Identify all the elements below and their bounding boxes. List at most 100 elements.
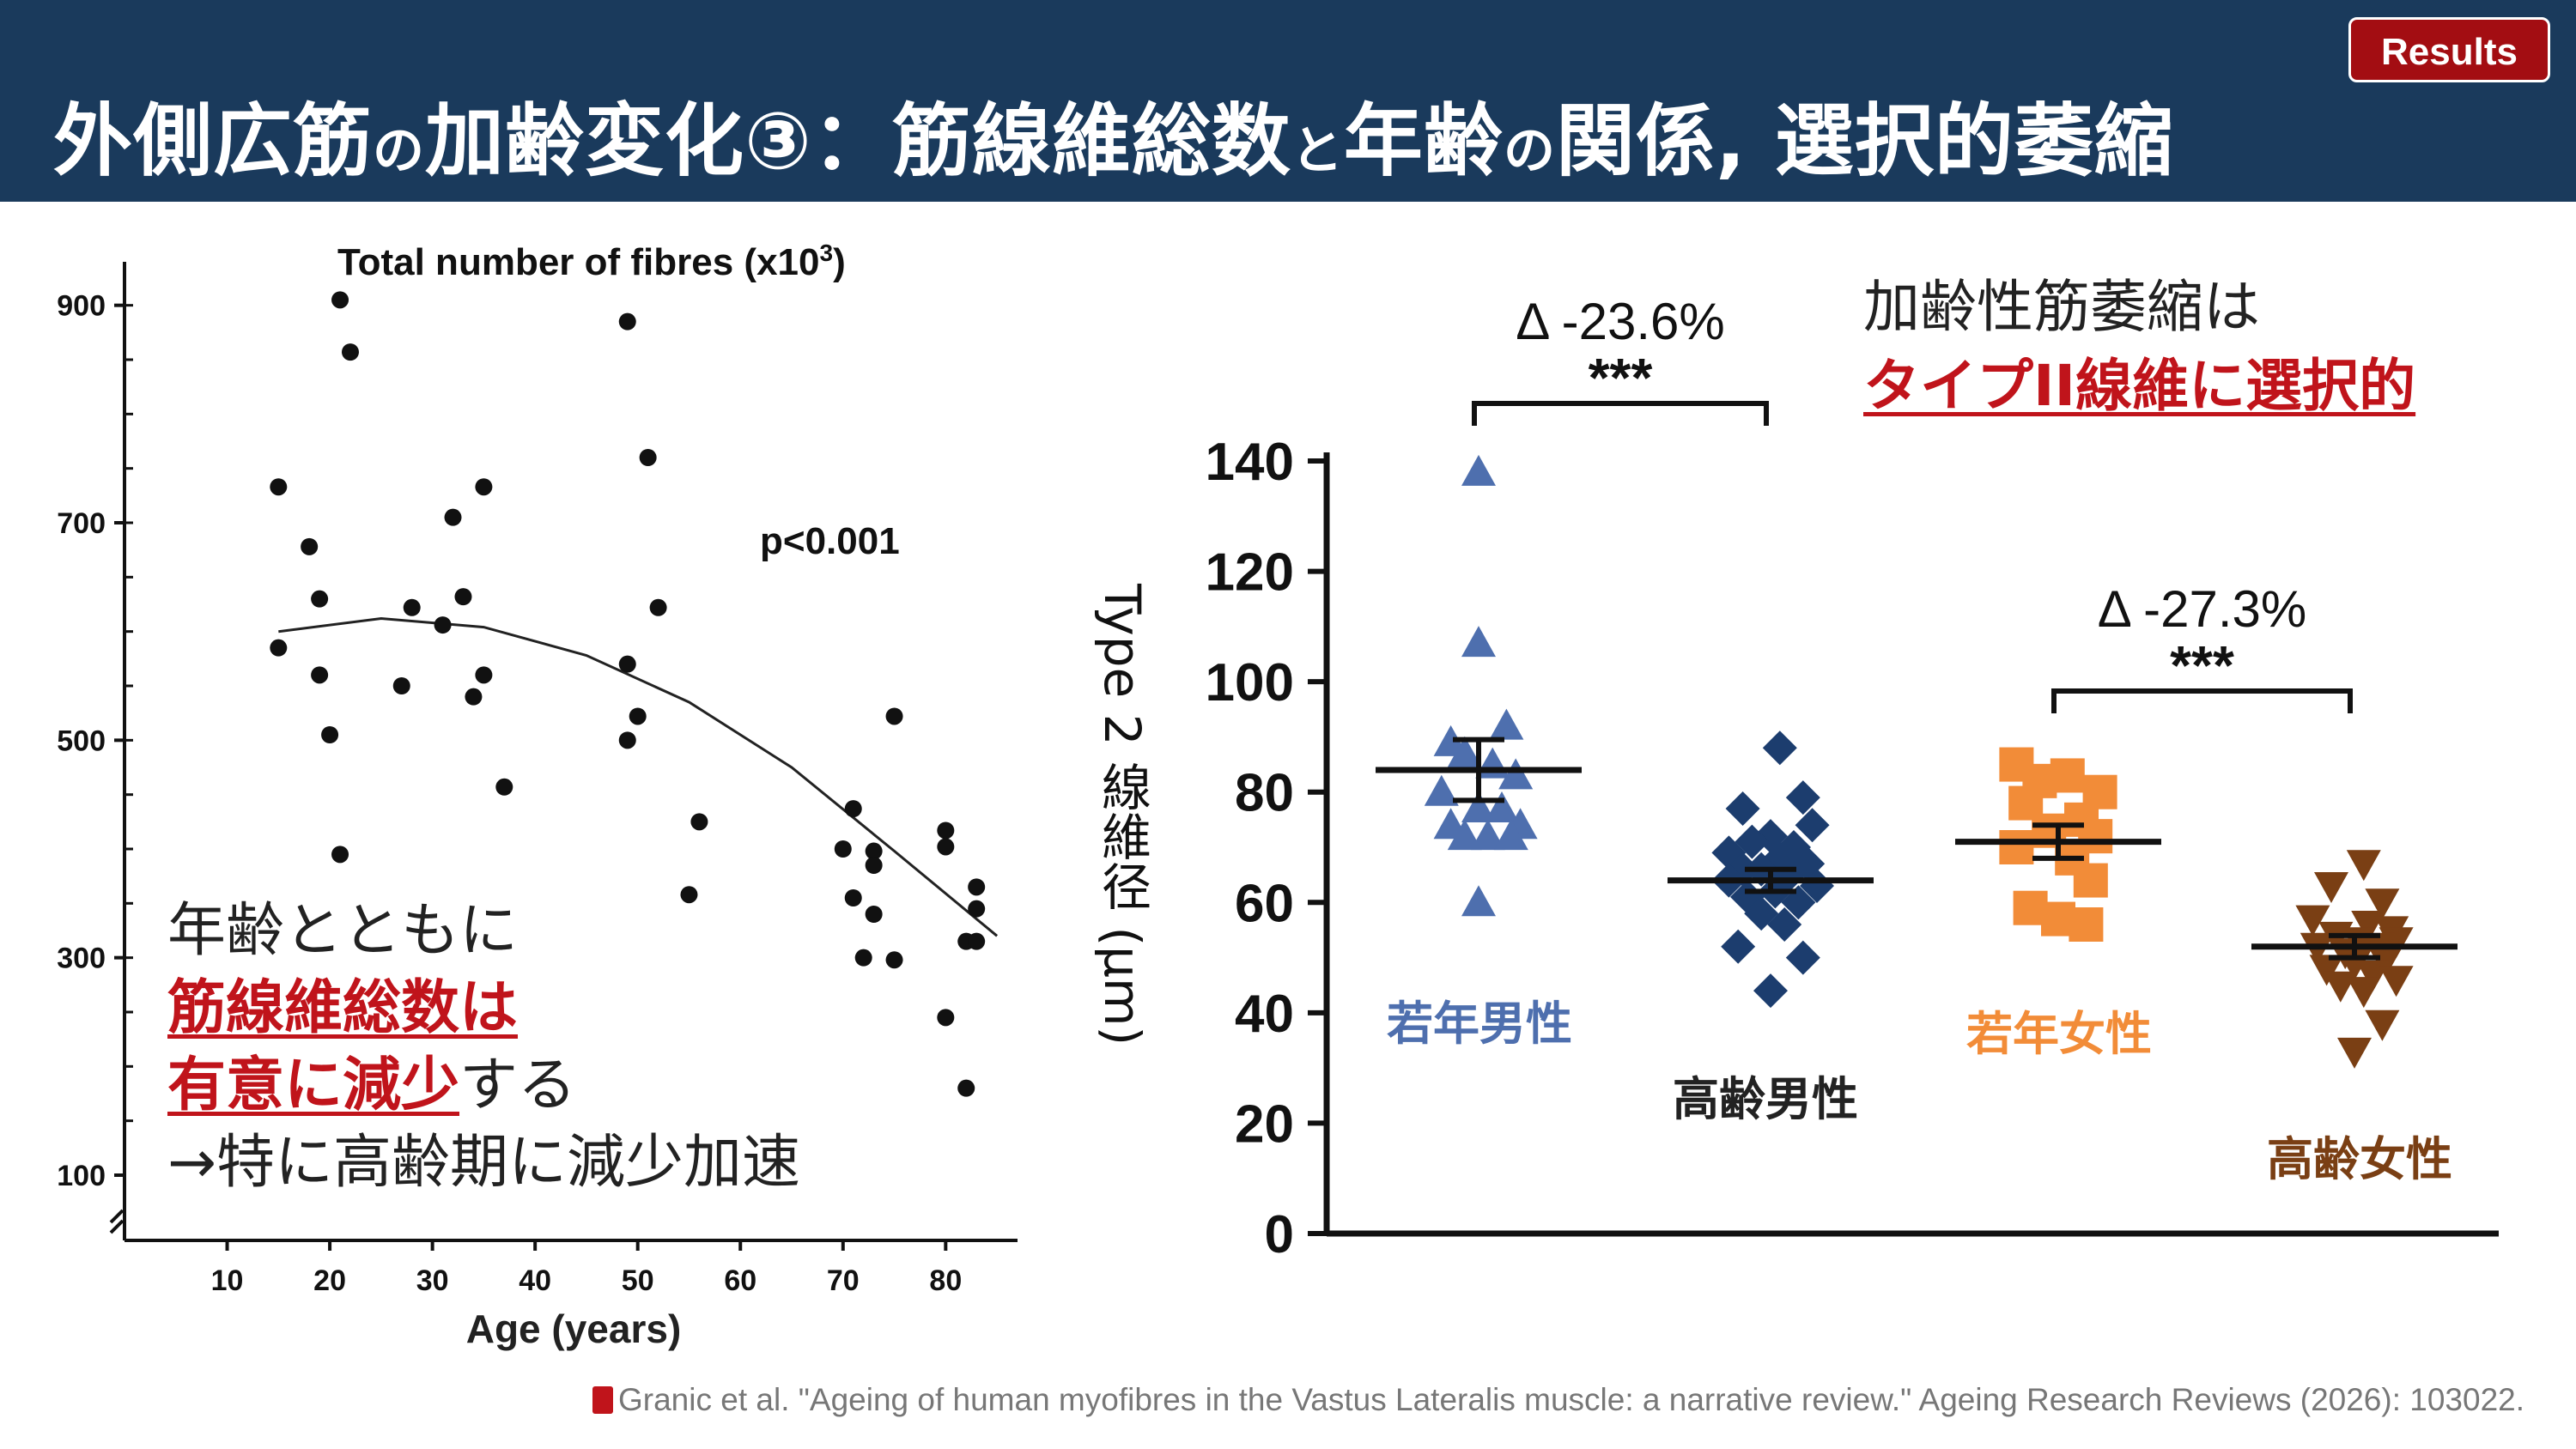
data-point <box>331 846 349 864</box>
book-icon <box>592 1386 613 1414</box>
data-point <box>1498 758 1534 790</box>
data-point <box>968 900 986 918</box>
group-0-points <box>1376 454 1582 917</box>
right-y-tick-label: 20 <box>1235 1094 1294 1154</box>
data-point <box>1785 940 1820 975</box>
data-point <box>865 857 883 874</box>
data-point <box>2314 872 2348 903</box>
data-point <box>2365 888 2400 920</box>
data-point <box>865 842 883 860</box>
page-title: 外側広筋の加齢変化③：筋線維総数と年齢の関係, 選択的萎縮 <box>53 95 2174 187</box>
data-point <box>1790 846 1826 882</box>
right-y-tick-label: 40 <box>1235 985 1294 1044</box>
left-x-tick-label: 50 <box>622 1264 654 1297</box>
data-point <box>270 639 288 657</box>
group-label-old-male: 高齢男性 <box>1673 1072 1858 1126</box>
data-point <box>1721 929 1756 964</box>
data-point <box>403 598 421 616</box>
data-point <box>618 655 636 673</box>
data-point <box>2073 863 2108 898</box>
caption-line-2: 筋線維総数は <box>167 974 519 1042</box>
data-point <box>1999 830 2034 864</box>
caption-text: 年齢とともに 筋線維総数は 有意に減少する →特に高齢期に減少加速 <box>167 893 800 1202</box>
data-point <box>937 1009 955 1027</box>
data-point <box>968 878 986 896</box>
left-y-tick-label: 900 <box>57 290 106 323</box>
data-point <box>834 840 852 858</box>
data-point <box>937 838 955 856</box>
reference-citation: Granic et al. "Ageing of human myofibres… <box>592 1382 2524 1418</box>
data-point <box>957 1079 975 1097</box>
significance-bracket <box>2051 688 2353 713</box>
right-y-tick-label: 60 <box>1235 874 1294 933</box>
data-point <box>1767 907 1802 942</box>
data-point <box>844 889 862 906</box>
data-point <box>434 616 452 634</box>
data-point <box>1461 454 1496 486</box>
right-y-tick-label: 0 <box>1265 1205 1294 1264</box>
group-label-old-female: 高齢女性 <box>2267 1132 2452 1186</box>
group-3-points <box>2251 850 2458 1069</box>
left-y-tick-label: 700 <box>57 507 106 540</box>
data-point <box>1753 973 1788 1009</box>
data-point <box>1785 780 1820 815</box>
data-point <box>1424 774 1459 806</box>
data-point <box>475 666 493 684</box>
data-point <box>465 688 483 706</box>
right-y-tick-label: 100 <box>1206 653 1294 712</box>
data-point <box>495 778 513 796</box>
data-point <box>1795 808 1830 843</box>
caption-line-1: 年齢とともに <box>167 897 519 965</box>
results-badge: Results <box>2348 17 2550 82</box>
data-point <box>331 291 349 309</box>
data-point <box>1447 736 1482 767</box>
right-y-tick-label: 140 <box>1206 433 1294 492</box>
data-point <box>690 813 708 831</box>
data-point <box>2379 966 2414 997</box>
right-y-tick-label: 120 <box>1206 543 1294 603</box>
left-y-tick-label: 300 <box>57 943 106 975</box>
left-x-tick-label: 20 <box>313 1264 346 1297</box>
group-2-points <box>1955 747 2161 942</box>
right-y-axis-label: Type 2 線維径 (μm) <box>1093 584 1151 1046</box>
header-bar <box>0 0 2576 202</box>
significance-stars: *** <box>2170 634 2234 696</box>
group-label-young-female: 若年女性 <box>1966 1007 2152 1061</box>
left-x-tick-label: 80 <box>929 1264 962 1297</box>
data-point <box>1470 819 1505 851</box>
data-point <box>311 666 329 684</box>
data-point <box>2069 907 2104 942</box>
data-point <box>618 312 636 330</box>
left-x-tick-label: 40 <box>519 1264 551 1297</box>
data-point <box>1461 885 1496 917</box>
left-chart-title: Total number of fibres (x103) <box>337 239 846 283</box>
data-point <box>2295 905 2330 937</box>
data-point <box>1447 819 1482 851</box>
data-point <box>1461 791 1496 822</box>
data-point <box>301 537 319 555</box>
note-text: 加齢性筋萎縮は タイプII線維に選択的 <box>1863 268 2415 426</box>
data-point <box>844 800 862 818</box>
caption-line-3: 有意に減少する <box>167 1052 577 1119</box>
data-point <box>475 478 493 496</box>
data-point <box>270 478 288 496</box>
p-value-annotation: p<0.001 <box>760 520 900 562</box>
data-point <box>321 726 339 743</box>
data-point <box>2346 977 2381 1009</box>
data-point <box>2309 955 2344 986</box>
data-point <box>629 707 647 725</box>
data-point <box>444 508 462 526</box>
right-y-tick-label: 80 <box>1235 764 1294 823</box>
left-y-tick-label: 500 <box>57 724 106 757</box>
data-point <box>392 677 410 694</box>
data-point <box>865 906 883 923</box>
data-point <box>854 949 872 967</box>
data-point <box>2346 850 2381 882</box>
left-y-tick-label: 100 <box>57 1160 106 1192</box>
data-point <box>639 449 657 466</box>
data-point <box>680 886 698 904</box>
data-point <box>1800 869 1834 903</box>
data-point <box>1489 708 1524 740</box>
data-point <box>1485 791 1519 822</box>
